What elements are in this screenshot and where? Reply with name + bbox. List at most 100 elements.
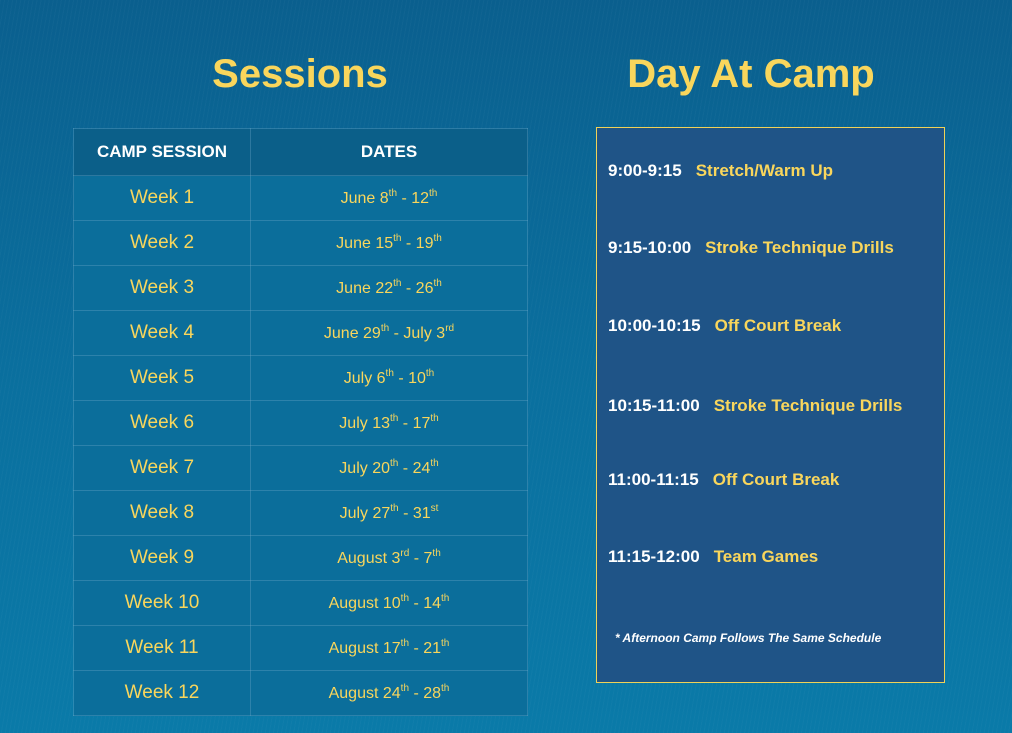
sessions-table: CAMP SESSION DATES Week 1 June 8th - 12t…: [73, 128, 528, 716]
table-row: Week 1 June 8th - 12th: [73, 175, 528, 221]
end-suffix: th: [441, 683, 450, 694]
week-cell: Week 11: [73, 625, 251, 671]
dates-cell: July 13th - 17th: [250, 400, 528, 446]
dates-cell: July 6th - 10th: [250, 355, 528, 401]
week-cell: Week 8: [73, 490, 251, 536]
schedule-item: 10:00-10:15 Off Court Break: [608, 316, 841, 336]
start-suffix: th: [390, 458, 399, 469]
week-cell: Week 1: [73, 175, 251, 221]
week-cell: Week 6: [73, 400, 251, 446]
start-date: July 20: [339, 460, 390, 477]
end-suffix: rd: [445, 323, 455, 334]
schedule-note: * Afternoon Camp Follows The Same Schedu…: [615, 631, 882, 645]
sessions-title: Sessions: [212, 52, 388, 96]
table-row: Week 9 August 3rd - 7th: [73, 535, 528, 581]
end-suffix: st: [430, 503, 439, 514]
table-header-row: CAMP SESSION DATES: [73, 128, 528, 176]
start-date: June 29: [323, 325, 381, 342]
schedule-item: 9:00-9:15 Stretch/Warm Up: [608, 161, 833, 181]
schedule-item: 11:15-12:00 Team Games: [608, 547, 818, 567]
week-cell: Week 3: [73, 265, 251, 311]
table-row: Week 6 July 13th - 17th: [73, 400, 528, 446]
schedule-activity: Team Games: [713, 547, 819, 566]
schedule-item: 11:00-11:15 Off Court Break: [608, 470, 839, 490]
table-row: Week 10 August 10th - 14th: [73, 580, 528, 626]
start-date: July 6: [343, 370, 386, 387]
end-date: 26: [415, 280, 434, 297]
end-suffix: th: [425, 368, 435, 379]
schedule-box: * Afternoon Camp Follows The Same Schedu…: [596, 127, 945, 683]
header-dates: DATES: [250, 128, 528, 176]
dates-cell: June 22th - 26th: [250, 265, 528, 311]
end-date: 28: [423, 685, 442, 702]
start-date: August 3: [337, 550, 401, 567]
end-date: 12: [411, 190, 430, 207]
start-suffix: th: [400, 638, 410, 649]
schedule-time: 9:15-10:00: [608, 238, 692, 257]
table-row: Week 11 August 17th - 21th: [73, 625, 528, 671]
start-date: July 27: [339, 505, 391, 522]
dates-cell: June 15th - 19th: [250, 220, 528, 266]
schedule-activity: Stroke Technique Drills: [713, 396, 903, 415]
end-suffix: th: [441, 638, 450, 649]
schedule-item: 9:15-10:00 Stroke Technique Drills: [608, 238, 894, 258]
start-suffix: th: [388, 188, 398, 199]
end-suffix: th: [433, 233, 442, 244]
schedule-time: 11:15-12:00: [608, 547, 700, 566]
week-cell: Week 7: [73, 445, 251, 491]
start-date: August 10: [328, 595, 401, 612]
schedule-activity: Stretch/Warm Up: [695, 161, 833, 180]
end-date: 7: [423, 550, 433, 567]
start-suffix: rd: [400, 548, 410, 559]
schedule-activity: Stroke Technique Drills: [705, 238, 894, 257]
week-cell: Week 2: [73, 220, 251, 266]
dates-cell: July 27th - 31st: [250, 490, 528, 536]
day-at-camp-title: Day At Camp: [627, 52, 875, 96]
table-row: Week 3 June 22th - 26th: [73, 265, 528, 311]
end-date: 24: [412, 460, 431, 477]
table-row: Week 7 July 20th - 24th: [73, 445, 528, 491]
end-date: 21: [423, 640, 442, 657]
start-suffix: th: [390, 503, 399, 514]
dates-cell: June 8th - 12th: [250, 175, 528, 221]
dates-cell: August 24th - 28th: [250, 670, 528, 716]
dates-cell: August 17th - 21th: [250, 625, 528, 671]
start-date: June 22: [336, 280, 394, 297]
start-suffix: th: [390, 413, 399, 424]
end-suffix: th: [430, 458, 439, 469]
end-date: 19: [415, 235, 434, 252]
schedule-time: 9:00-9:15: [608, 161, 682, 180]
start-suffix: th: [393, 278, 402, 289]
header-camp-session: CAMP SESSION: [73, 128, 251, 176]
end-suffix: th: [432, 548, 441, 559]
schedule-activity: Off Court Break: [712, 470, 840, 489]
table-row: Week 12 August 24th - 28th: [73, 670, 528, 716]
start-suffix: th: [400, 683, 410, 694]
dates-cell: August 10th - 14th: [250, 580, 528, 626]
dates-cell: July 20th - 24th: [250, 445, 528, 491]
week-cell: Week 5: [73, 355, 251, 401]
end-date: July 3: [403, 325, 446, 342]
start-suffix: th: [385, 368, 394, 379]
start-suffix: th: [400, 593, 410, 604]
start-date: August 24: [328, 685, 401, 702]
week-cell: Week 4: [73, 310, 251, 356]
schedule-time: 10:00-10:15: [608, 316, 701, 335]
start-suffix: th: [393, 233, 402, 244]
end-suffix: th: [429, 188, 438, 199]
end-date: 31: [412, 505, 431, 522]
week-cell: Week 10: [73, 580, 251, 626]
end-suffix: th: [430, 413, 439, 424]
table-row: Week 5 July 6th - 10th: [73, 355, 528, 401]
start-date: July 13: [339, 415, 390, 432]
start-date: June 15: [336, 235, 394, 252]
end-date: 17: [412, 415, 431, 432]
end-date: 14: [423, 595, 442, 612]
dates-cell: August 3rd - 7th: [250, 535, 528, 581]
week-cell: Week 9: [73, 535, 251, 581]
schedule-activity: Off Court Break: [714, 316, 842, 335]
table-row: Week 2 June 15th - 19th: [73, 220, 528, 266]
schedule-item: 10:15-11:00 Stroke Technique Drills: [608, 396, 902, 416]
table-row: Week 8 July 27th - 31st: [73, 490, 528, 536]
table-row: Week 4 June 29th - July 3rd: [73, 310, 528, 356]
